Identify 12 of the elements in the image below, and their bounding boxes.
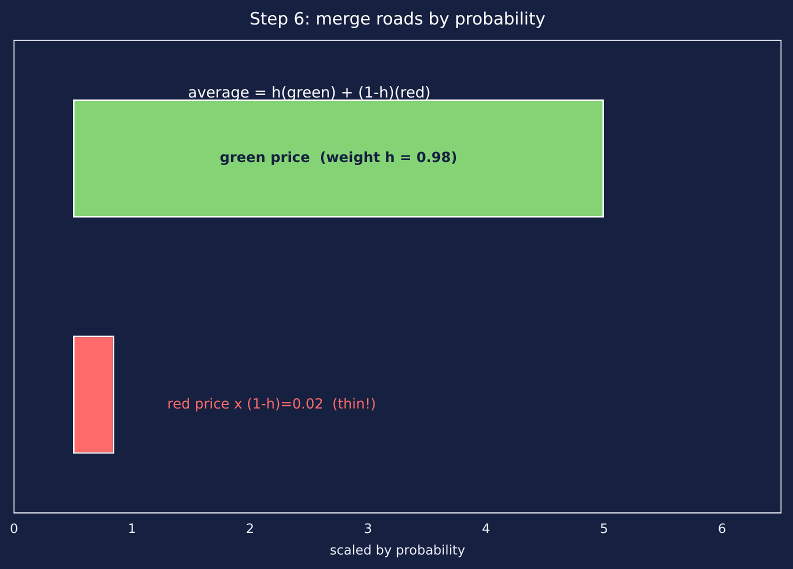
annotation: average = h(green) + (1-h)(red) (188, 83, 431, 102)
chart-title: Step 6: merge roads by probability (250, 10, 546, 30)
annotation: green price (weight h = 0.98) (220, 150, 458, 166)
x-axis-title: scaled by probability (330, 544, 466, 559)
x-tick-label: 3 (364, 522, 372, 537)
x-tick-label: 5 (600, 522, 608, 537)
x-tick-label: 0 (10, 522, 18, 537)
x-tick-label: 6 (718, 522, 726, 537)
x-tick-label: 2 (246, 522, 254, 537)
x-tick-label: 4 (482, 522, 490, 537)
x-tick-label: 1 (128, 522, 136, 537)
annotation: red price x (1-h)=0.02 (thin!) (167, 396, 376, 412)
